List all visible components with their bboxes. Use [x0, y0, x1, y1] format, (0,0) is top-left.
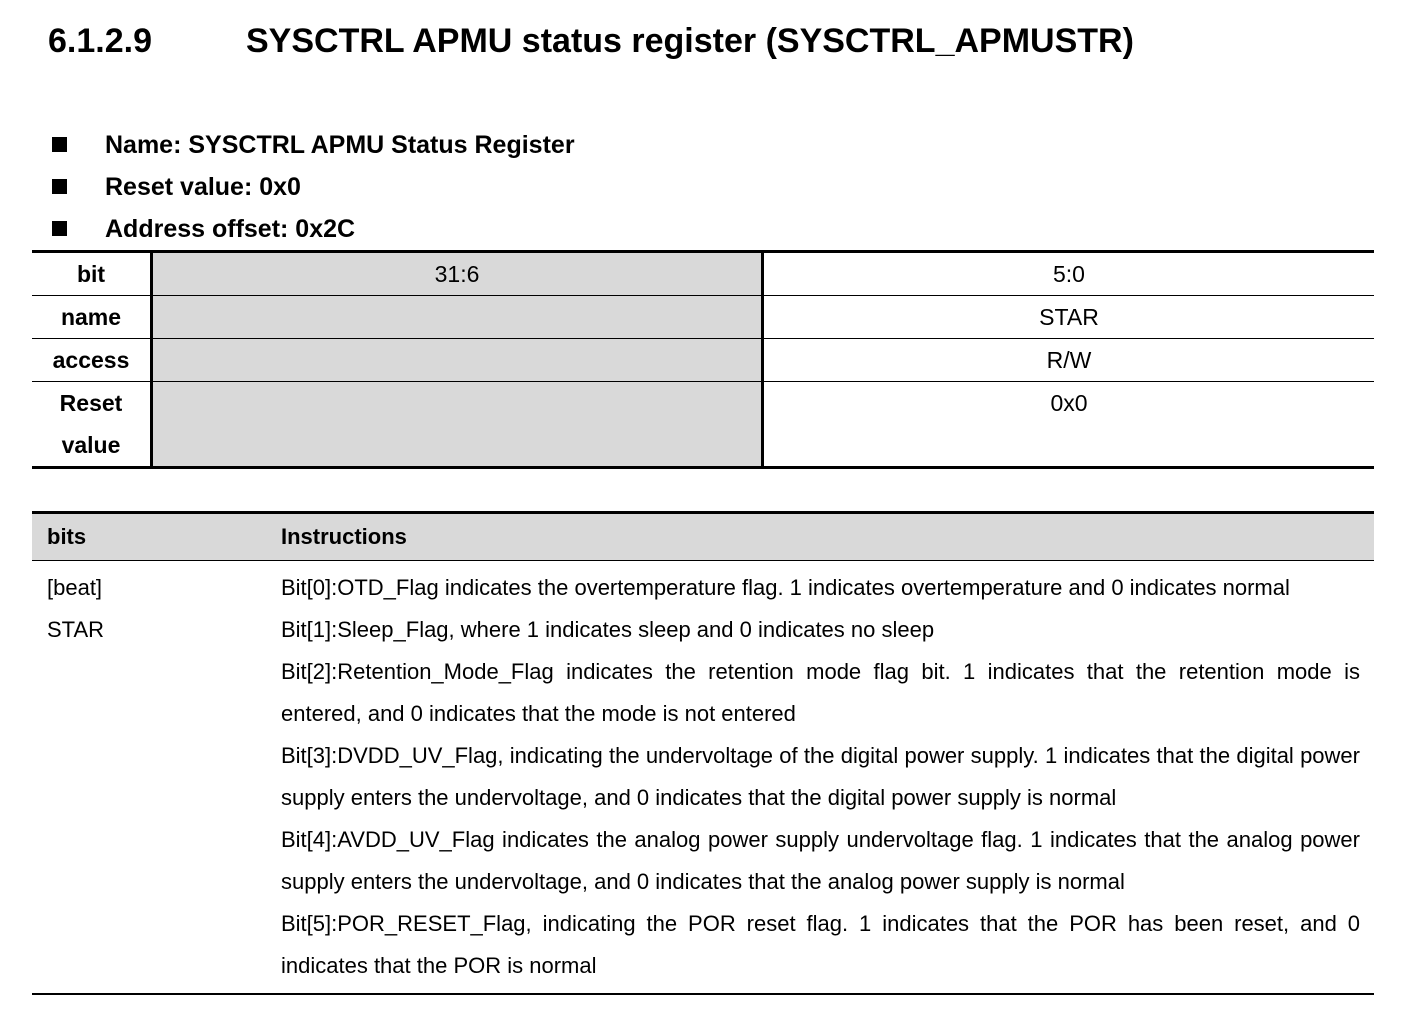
section-title: SYSCTRL APMU status register (SYSCTRL_AP…: [246, 22, 1134, 60]
reserved-cell: [151, 295, 764, 339]
prop-name: Name: SYSCTRL APMU Status Register: [48, 126, 575, 168]
prop-reset: Reset value: 0x0: [48, 168, 575, 210]
reserved-bits: 31:6: [151, 251, 764, 296]
row-label: access: [32, 338, 153, 382]
field-reset: 0x0: [762, 381, 1374, 468]
star-bits: 5:0: [762, 251, 1374, 296]
register-layout-table: bit 31:6 5:0 name STAR access R/W Reset valu…: [32, 250, 1374, 469]
bit-desc: Bit[2]:Retention_Mode_Flag indicates the…: [281, 659, 1360, 726]
row-label: bit: [32, 251, 153, 296]
bit-desc: Bit[3]:DVDD_UV_Flag, indicating the unde…: [281, 743, 1360, 810]
bit-desc: Bit[4]:AVDD_UV_Flag indicates the analog…: [281, 827, 1360, 894]
reserved-cell: [151, 338, 764, 382]
bit-desc: Bit[5]:POR_RESET_Flag, indicating the PO…: [281, 911, 1360, 978]
field-access: R/W: [762, 338, 1374, 382]
bits-label: [beat]: [47, 575, 103, 600]
header-instructions: Instructions: [266, 512, 1374, 561]
bit-desc: Bit[1]:Sleep_Flag, where 1 indicates sle…: [281, 617, 935, 642]
field-name: STAR: [762, 295, 1374, 339]
row-label: Reset value: [32, 381, 153, 468]
section-number: 6.1.2.9: [48, 22, 152, 60]
row-label: name: [32, 295, 153, 339]
bit-desc: Bit[0]:OTD_Flag indicates the overtemper…: [281, 575, 1290, 600]
header-bits: bits: [32, 512, 266, 561]
register-properties: Name: SYSCTRL APMU Status Register Reset…: [48, 126, 575, 252]
section-heading: 6.1.2.9 SYSCTRL APMU status register (SYS…: [48, 22, 1134, 61]
reserved-cell: [151, 381, 764, 468]
bit-description-table: bits Instructions [beat] STAR Bit[0]:OTD_F…: [32, 511, 1374, 995]
bits-field: STAR: [47, 617, 105, 642]
prop-offset: Address offset: 0x2C: [48, 210, 575, 252]
